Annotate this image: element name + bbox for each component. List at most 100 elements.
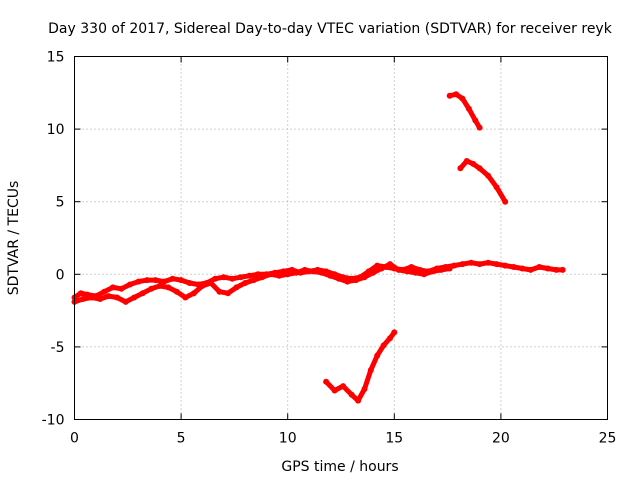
data-point — [152, 277, 159, 284]
data-point — [144, 277, 150, 284]
data-point — [519, 265, 526, 272]
data-point — [118, 285, 125, 292]
y-tick-label: 0 — [56, 267, 65, 283]
ticks: 0 5 10 15 20 25 -10 -5 0 5 10 15 — [42, 50, 617, 447]
data-point — [355, 397, 362, 404]
data-point — [276, 272, 283, 279]
data-point — [340, 383, 347, 390]
data-point — [493, 261, 500, 268]
data-point — [421, 271, 428, 278]
data-point — [459, 261, 466, 268]
data-point — [493, 184, 500, 191]
data-point — [182, 294, 189, 301]
data-point — [404, 268, 411, 275]
data-point — [502, 262, 509, 269]
y-tick-label: -10 — [42, 413, 65, 429]
data-point — [544, 265, 551, 272]
data-point — [267, 271, 274, 278]
data-point — [374, 352, 381, 359]
data-point — [510, 264, 517, 270]
data-point — [323, 378, 330, 385]
data-point — [88, 294, 95, 301]
data-point — [485, 259, 492, 266]
data-point — [173, 288, 180, 295]
data-point — [259, 274, 266, 281]
data-point — [446, 265, 453, 272]
data-point — [293, 269, 300, 276]
data-point — [485, 172, 492, 179]
data-point — [212, 275, 219, 282]
data-point — [122, 298, 129, 305]
data-point — [225, 290, 231, 297]
data-point — [344, 278, 351, 285]
data-point — [318, 269, 325, 276]
data-point — [446, 92, 453, 99]
data-point — [246, 272, 253, 279]
data-point — [114, 294, 121, 301]
x-axis-label: GPS time / hours — [281, 459, 398, 475]
y-tick-label: 5 — [56, 195, 65, 211]
data-point — [472, 117, 479, 124]
data-point — [559, 266, 566, 273]
data-point — [237, 274, 244, 281]
series-main-trace-b — [71, 261, 453, 305]
data-point — [233, 284, 240, 291]
data-point — [284, 271, 291, 278]
series-high-arc-middle — [457, 158, 509, 205]
data-point — [361, 274, 368, 281]
data-layer — [71, 91, 566, 404]
x-tick-label: 20 — [492, 431, 510, 447]
data-point — [327, 272, 334, 279]
data-point — [80, 296, 86, 302]
data-point — [438, 266, 445, 273]
data-point — [395, 266, 402, 273]
data-point — [161, 278, 167, 285]
data-point — [331, 387, 338, 394]
data-point — [101, 288, 108, 295]
data-point — [131, 294, 138, 301]
data-point — [367, 367, 374, 374]
data-point — [476, 165, 483, 172]
data-point — [135, 278, 142, 285]
x-tick-label: 0 — [70, 431, 79, 447]
data-point — [378, 265, 385, 272]
data-point — [165, 284, 172, 291]
data-point — [97, 296, 104, 302]
data-point — [502, 198, 509, 205]
data-point — [451, 262, 457, 269]
x-tick-label: 15 — [385, 431, 403, 447]
data-point — [105, 293, 112, 300]
data-point — [199, 282, 206, 289]
data-point — [380, 342, 387, 349]
x-tick-label: 25 — [599, 431, 617, 447]
data-point — [352, 277, 359, 284]
data-point — [457, 165, 464, 172]
data-point — [335, 275, 342, 282]
data-point — [429, 268, 436, 275]
data-point — [361, 386, 368, 392]
data-point — [178, 277, 185, 284]
chart-title: Day 330 of 2017, Sidereal Day-to-day VTE… — [48, 21, 613, 37]
data-point — [370, 269, 376, 276]
data-point — [229, 275, 236, 282]
data-point — [463, 158, 470, 164]
data-point — [169, 275, 176, 282]
data-point — [470, 160, 477, 167]
data-point — [310, 268, 317, 275]
data-point — [387, 261, 393, 268]
y-tick-label: 10 — [47, 122, 65, 138]
data-point — [387, 335, 393, 342]
data-point — [412, 269, 419, 276]
plot-frame — [74, 56, 608, 420]
series-low-arc — [323, 329, 398, 404]
data-point — [459, 95, 466, 102]
data-point — [553, 266, 560, 273]
y-tick-label: 15 — [47, 50, 65, 66]
data-point — [408, 264, 415, 270]
data-point — [527, 266, 534, 273]
data-point — [348, 391, 355, 398]
data-point — [190, 290, 197, 297]
data-point — [139, 290, 146, 297]
series-line — [457, 158, 508, 205]
